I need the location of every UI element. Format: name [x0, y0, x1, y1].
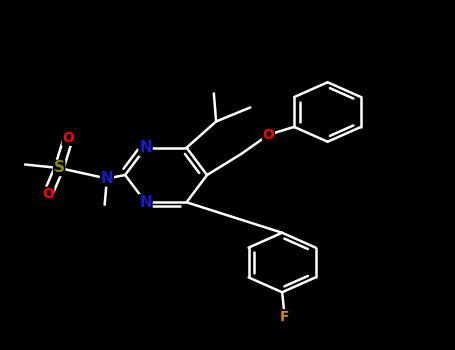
Text: O: O [62, 131, 74, 145]
Text: N: N [101, 171, 113, 186]
Text: N: N [139, 140, 152, 155]
Text: N: N [139, 195, 152, 210]
Text: O: O [42, 187, 54, 201]
Text: F: F [280, 310, 289, 324]
Text: S: S [54, 161, 65, 175]
Text: O: O [263, 128, 274, 142]
